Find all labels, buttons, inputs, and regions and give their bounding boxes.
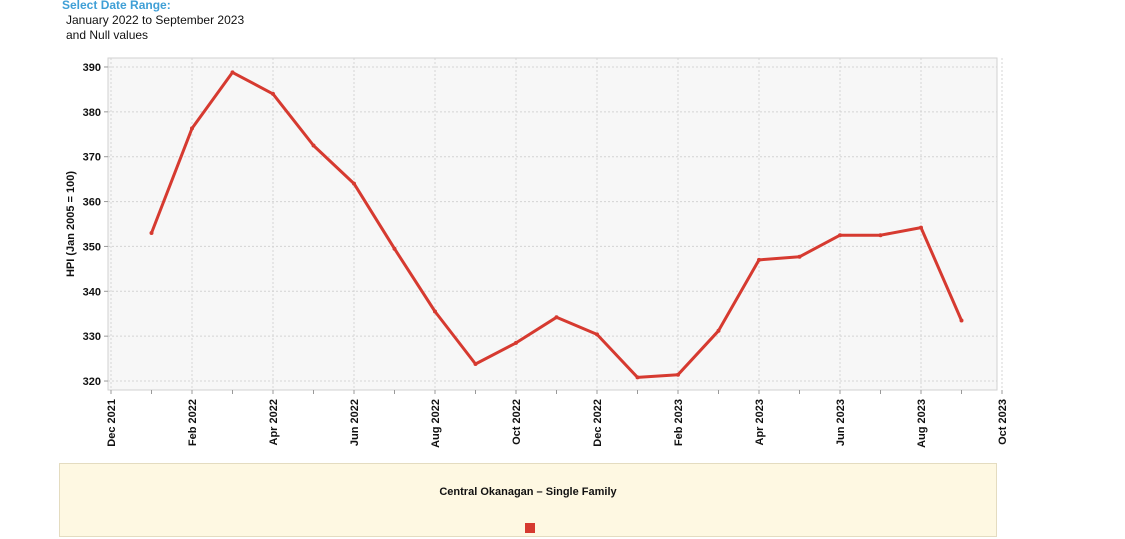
y-tick-label: 390 [83, 62, 101, 74]
x-axis: Dec 2021 Feb 2022 Apr 2022 Jun 2022 Aug 2022… [106, 390, 1009, 448]
series-layer [149, 70, 964, 380]
x-tick-label: Apr 2022 [268, 399, 280, 445]
x-tick-label: Oct 2022 [511, 399, 523, 445]
data-point[interactable] [554, 315, 559, 320]
data-point[interactable] [190, 126, 194, 131]
x-tick-label: Jun 2022 [349, 399, 361, 446]
data-point[interactable] [919, 225, 923, 230]
date-range-value: January 2022 to September 2023 [66, 13, 245, 27]
x-tick-label: Feb 2022 [187, 399, 199, 446]
y-tick-label: 330 [83, 331, 101, 343]
data-point[interactable] [392, 246, 397, 251]
x-tick-label: Aug 2023 [916, 399, 928, 448]
gridlines [108, 58, 1003, 390]
data-point[interactable] [797, 254, 802, 259]
y-tick-label: 340 [83, 286, 101, 298]
data-point[interactable] [878, 233, 883, 238]
x-tick-label: Aug 2022 [430, 399, 442, 448]
x-tick-label: Dec 2021 [106, 399, 118, 447]
legend: Central Okanagan – Single Family [59, 463, 997, 537]
data-point[interactable] [271, 91, 275, 96]
x-tick-label: Apr 2023 [754, 399, 766, 445]
x-tick-label: Jun 2023 [835, 399, 847, 446]
y-tick-label: 360 [83, 197, 101, 209]
y-axis: 320 330 340 350 360 370 380 390 [83, 62, 108, 388]
data-point[interactable] [838, 233, 842, 238]
data-point[interactable] [311, 143, 316, 148]
data-point[interactable] [230, 70, 235, 75]
y-tick-label: 320 [83, 376, 101, 388]
x-tick-label: Feb 2023 [673, 399, 685, 446]
y-tick-label: 370 [83, 152, 101, 164]
legend-swatch[interactable] [525, 523, 535, 533]
y-tick-label: 380 [83, 107, 101, 119]
data-point[interactable] [595, 332, 599, 337]
date-range-heading: Select Date Range: [62, 0, 171, 12]
data-point[interactable] [757, 257, 761, 262]
hpi-line-chart: 320 330 340 350 360 370 380 390 Dec 2021 Feb 202… [65, 57, 1009, 448]
plot-area [107, 57, 998, 391]
date-range-null-values: and Null values [66, 28, 149, 42]
data-point[interactable] [959, 318, 964, 323]
legend-series-name: Central Okanagan – Single Family [439, 486, 617, 498]
data-point[interactable] [716, 328, 721, 333]
x-tick-label: Dec 2022 [592, 399, 604, 447]
data-point[interactable] [433, 309, 437, 314]
y-axis-title: HPI (Jan 2005 = 100) [65, 171, 77, 277]
x-tick-label: Oct 2023 [997, 399, 1009, 445]
data-point[interactable] [473, 362, 478, 366]
data-point[interactable] [635, 375, 640, 380]
data-point[interactable] [149, 231, 154, 235]
data-point[interactable] [514, 340, 518, 345]
data-point[interactable] [352, 181, 356, 186]
data-point[interactable] [676, 372, 680, 377]
y-tick-label: 350 [83, 241, 101, 253]
